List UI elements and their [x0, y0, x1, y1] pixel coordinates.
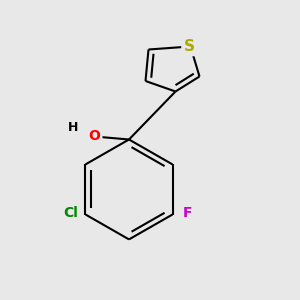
Text: O: O	[88, 130, 101, 143]
Text: F: F	[183, 206, 192, 220]
Text: S: S	[184, 39, 194, 54]
Text: H: H	[68, 121, 79, 134]
Text: Cl: Cl	[63, 206, 78, 220]
